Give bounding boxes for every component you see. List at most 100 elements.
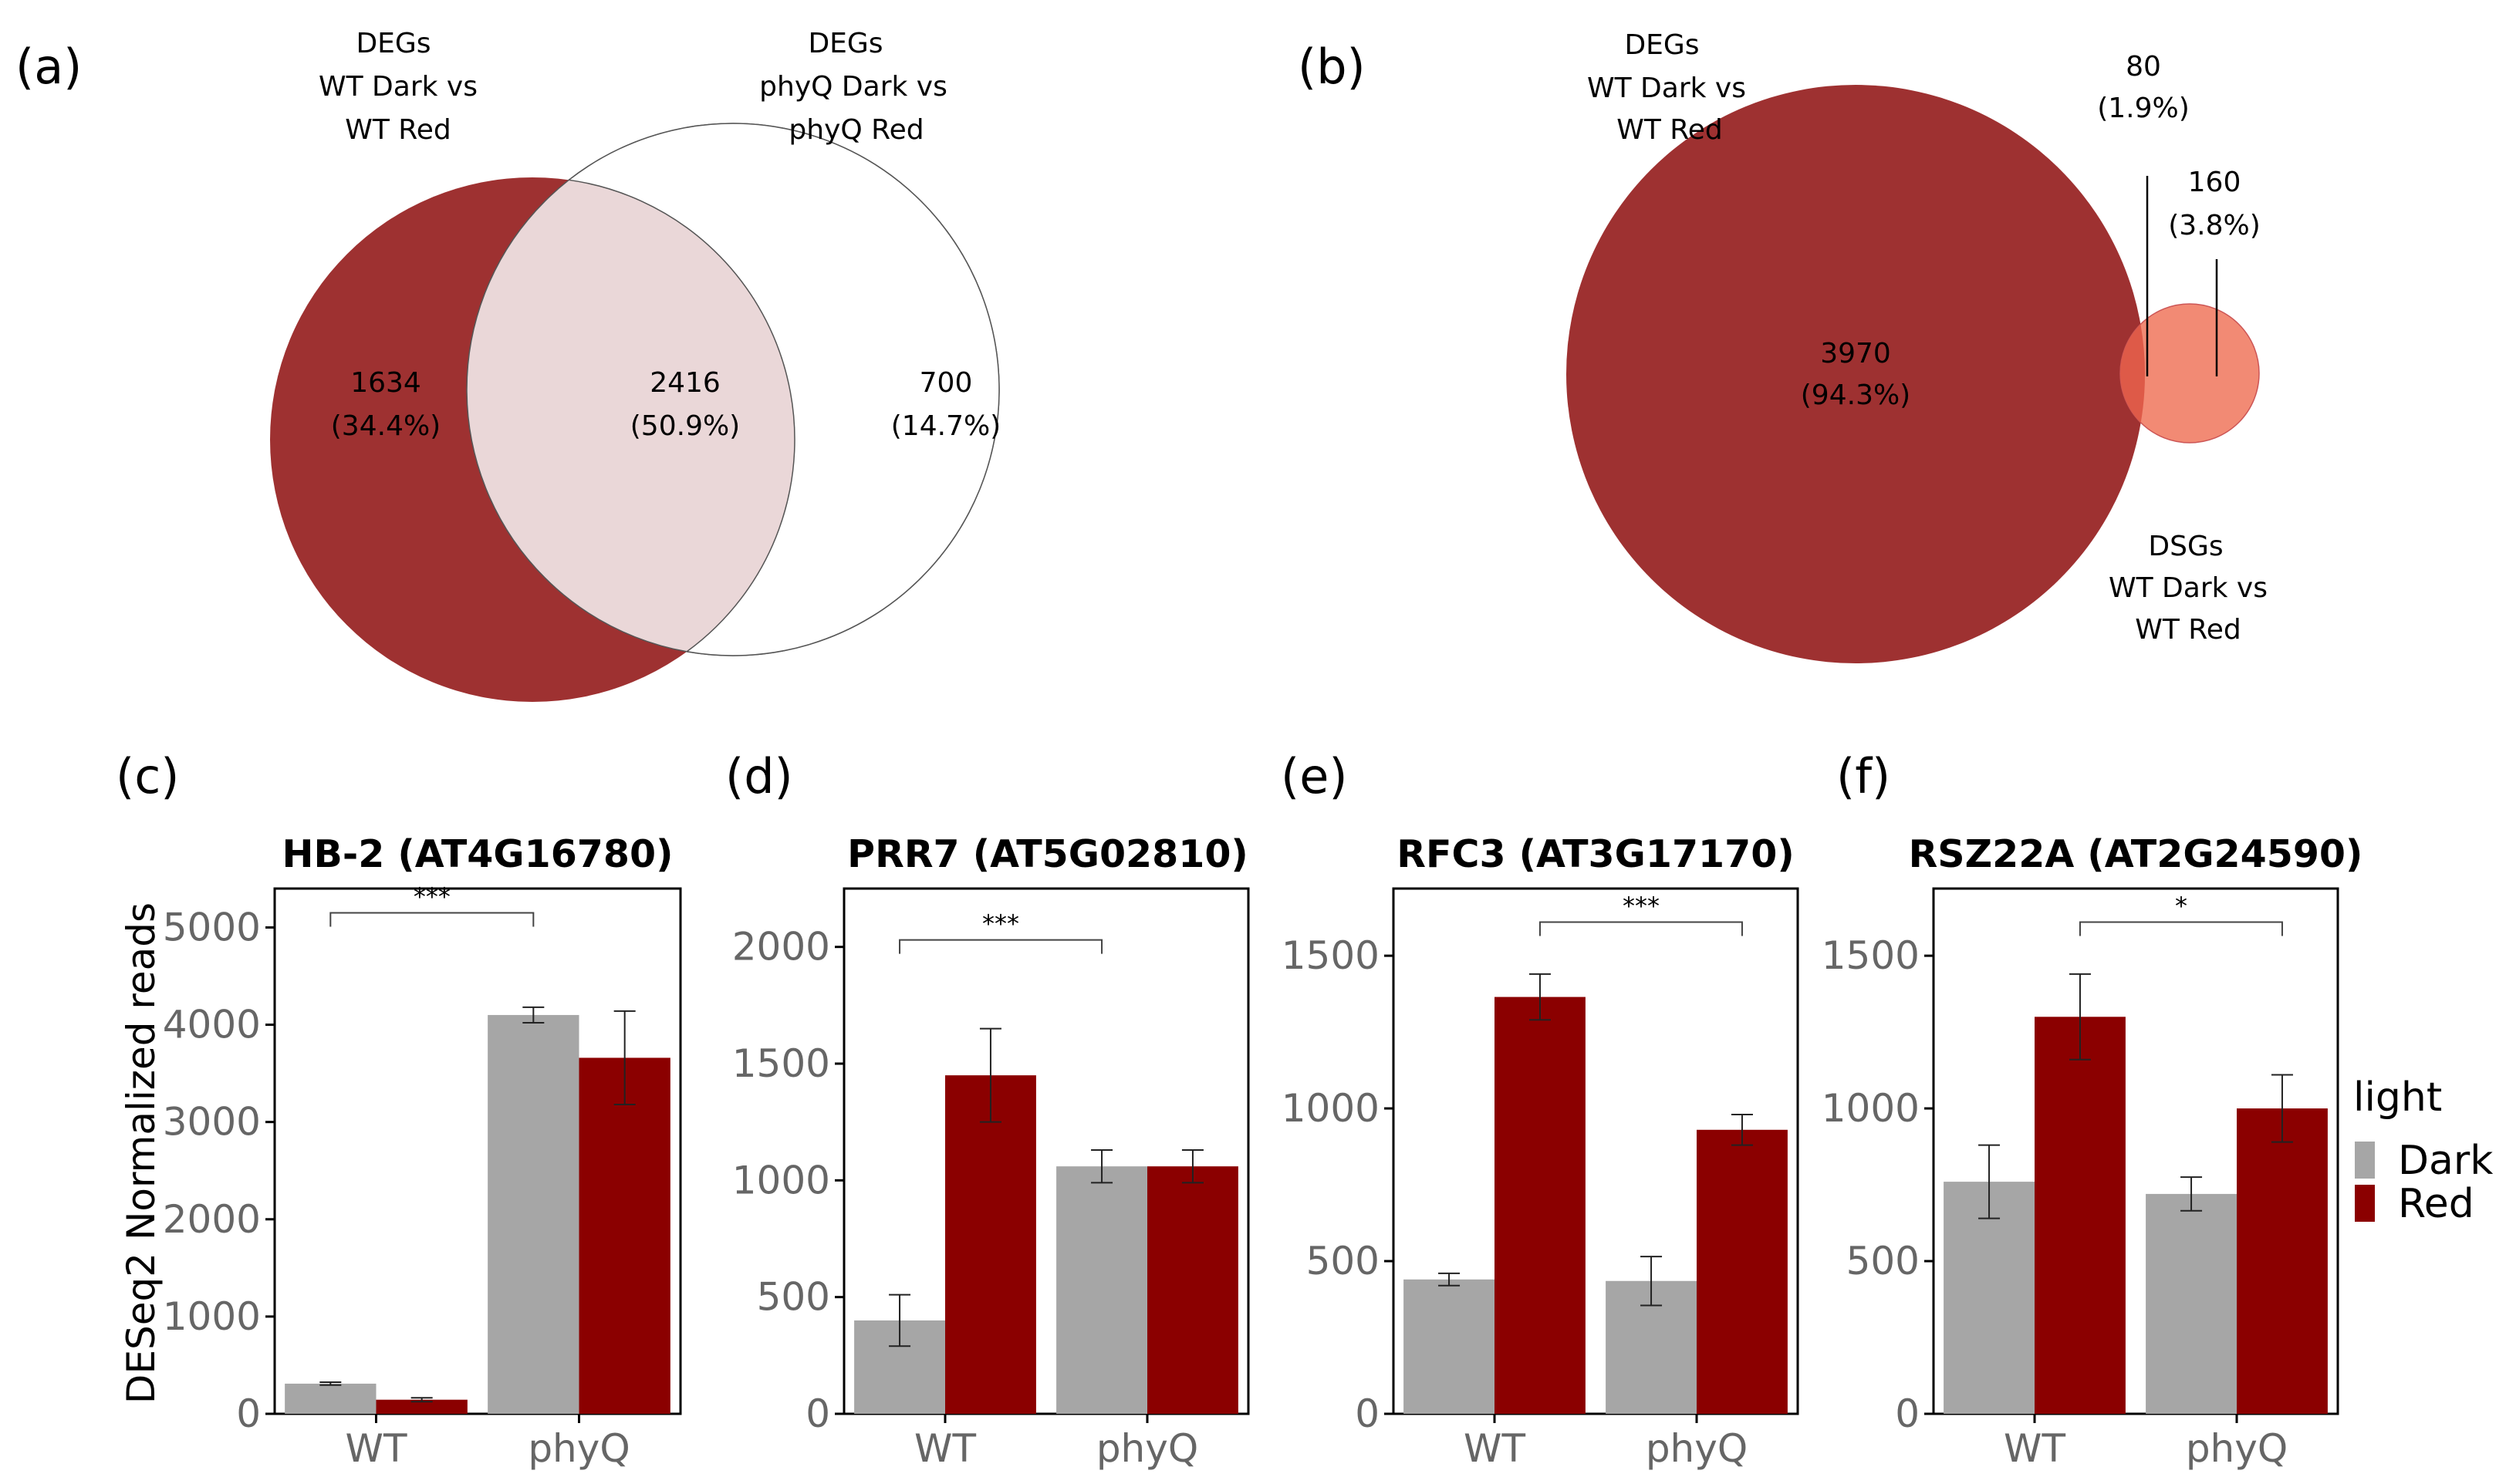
chart-title-d: PRR7 (AT5G02810) (847, 832, 1248, 876)
legend: light Dark Red (2353, 1074, 2493, 1227)
venn-a-left-title-2: WT Dark vs (319, 71, 478, 103)
bar-chart-f: (f) RSZ22A (AT2G24590) 0 500 1000 1500 WT phy… (1822, 748, 2363, 1471)
bar-red-wt (945, 1075, 1036, 1414)
significance-bracket (899, 939, 1103, 954)
bar-chart-d: (d) PRR7 (AT5G02810) 0 500 1000 1500 2000 WT p… (725, 748, 1250, 1471)
venn-a-overlap-pct: (50.9%) (630, 410, 740, 442)
x-tick-label: WT (914, 1426, 976, 1471)
bar-chart-e: (e) RFC3 (AT3G17170) 0 500 1000 1500 WT phyQ *… (1281, 748, 1799, 1471)
venn-b-overlap-pct: (1.9%) (2097, 93, 2190, 124)
bar-chart-c: (c) HB-2 (AT4G16780) 0 1000 2000 3000 4000 50… (116, 748, 682, 1471)
venn-a-right-title-2: phyQ Dark vs (759, 71, 947, 103)
significance-bracket (2079, 921, 2283, 936)
y-tick-label: 1000 (163, 1294, 261, 1339)
y-tick-label: 2000 (732, 925, 830, 970)
bar-dark-wt (285, 1383, 377, 1414)
venn-b: (b) DEGs WT Dark vs WT Red 80 (1.9%) 160… (1298, 29, 2268, 663)
chart-title-e: RFC3 (AT3G17170) (1397, 832, 1794, 876)
y-tick-label: 1500 (1822, 933, 1920, 978)
x-tick-label: phyQ (2186, 1426, 2288, 1471)
panel-label-c: (c) (116, 748, 179, 804)
y-tick-label: 5000 (163, 905, 261, 949)
y-tick-label: 500 (1846, 1239, 1920, 1283)
venn-a-left-count: 1634 (350, 367, 421, 399)
y-tick-label: 500 (757, 1275, 830, 1320)
y-tick-label: 1000 (732, 1158, 830, 1202)
venn-b-small-count: 160 (2188, 167, 2241, 198)
venn-b-small-title-1: DSGs (2148, 531, 2223, 562)
legend-title: light (2353, 1074, 2442, 1121)
legend-swatch-dark (2355, 1142, 2375, 1179)
x-tick-label: WT (2004, 1426, 2065, 1471)
venn-a-left-pct: (34.4%) (331, 410, 441, 442)
venn-a: (a) DEGs WT Dark vs WT Red DEGs phyQ Dar… (15, 28, 1001, 702)
y-tick-label: 1000 (1282, 1086, 1380, 1131)
y-tick-label: 2000 (163, 1197, 261, 1242)
bar-dark-phyq (1056, 1166, 1147, 1414)
panel-label-d: (d) (725, 748, 793, 804)
x-tick-label: phyQ (528, 1426, 630, 1471)
x-tick-label: WT (346, 1426, 407, 1471)
venn-b-small-title-2: WT Dark vs (2109, 572, 2268, 604)
y-axis-label: DESeq2 Normalized reads (119, 902, 164, 1404)
bar-dark-wt (1403, 1279, 1494, 1414)
y-tick-label: 3000 (163, 1100, 261, 1145)
plot-frame (273, 887, 682, 1415)
y-tick-label: 0 (806, 1391, 830, 1436)
x-tick-label: phyQ (1646, 1426, 1748, 1471)
significance-bracket (329, 912, 535, 927)
x-tick-label: WT (1464, 1426, 1525, 1471)
y-tick-label: 4000 (163, 1003, 261, 1047)
panel-label-e: (e) (1281, 748, 1348, 804)
bar-dark-wt (1944, 1182, 2035, 1414)
venn-b-big-count: 3970 (1820, 338, 1891, 369)
y-tick-label: 0 (236, 1391, 261, 1436)
plot-frame (843, 887, 1250, 1415)
legend-label-red: Red (2398, 1181, 2474, 1227)
bar-red-phyq (1697, 1129, 1788, 1414)
significance-label: *** (1623, 892, 1660, 921)
venn-a-right-title-1: DEGs (808, 28, 883, 59)
venn-b-big-title-3: WT Red (1616, 114, 1722, 146)
y-tick-label: 0 (1355, 1391, 1380, 1436)
venn-b-big-circle (1566, 85, 2145, 663)
venn-b-overlap-count: 80 (2126, 51, 2161, 83)
plot-frame (1932, 887, 2339, 1415)
significance-bracket (1538, 921, 1743, 936)
bar-red-wt (376, 1399, 468, 1414)
significance-label: *** (982, 909, 1019, 939)
panel-label-a: (a) (15, 39, 82, 95)
panel-label-f: (f) (1836, 748, 1890, 804)
x-tick-label: phyQ (1096, 1426, 1198, 1471)
y-tick-label: 500 (1306, 1239, 1380, 1283)
chart-title-c: HB-2 (AT4G16780) (282, 832, 674, 876)
legend-label-dark: Dark (2398, 1138, 2493, 1184)
venn-a-left-title-1: DEGs (356, 28, 431, 59)
venn-a-right-title-3: phyQ Red (789, 114, 924, 146)
bar-red-phyq (2237, 1108, 2328, 1414)
panel-label-b: (b) (1298, 39, 1366, 95)
venn-b-small-title-3: WT Red (2135, 614, 2241, 646)
venn-b-overlap-region (2120, 324, 2145, 423)
y-tick-label: 1500 (1282, 933, 1380, 978)
bar-red-phyq (579, 1057, 670, 1414)
venn-b-big-title-1: DEGs (1624, 29, 1699, 61)
legend-swatch-red (2355, 1185, 2375, 1222)
venn-a-right-pct: (14.7%) (891, 410, 1001, 442)
venn-a-overlap-count: 2416 (650, 367, 721, 399)
bar-red-wt (2035, 1017, 2126, 1414)
venn-b-big-pct: (94.3%) (1801, 379, 1910, 411)
plot-frame (1392, 887, 1799, 1415)
venn-a-left-title-3: WT Red (345, 114, 451, 146)
bar-dark-phyq (488, 1014, 579, 1414)
bar-red-phyq (1147, 1166, 1238, 1414)
significance-label: * (2175, 892, 2187, 921)
bar-red-wt (1494, 997, 1586, 1414)
venn-a-right-only-region (567, 123, 1000, 656)
significance-label: *** (414, 882, 451, 912)
venn-b-small-pct: (3.8%) (2168, 210, 2261, 241)
chart-title-f: RSZ22A (AT2G24590) (1909, 832, 2363, 876)
y-tick-label: 1000 (1822, 1086, 1920, 1131)
venn-a-right-count: 700 (920, 367, 973, 399)
